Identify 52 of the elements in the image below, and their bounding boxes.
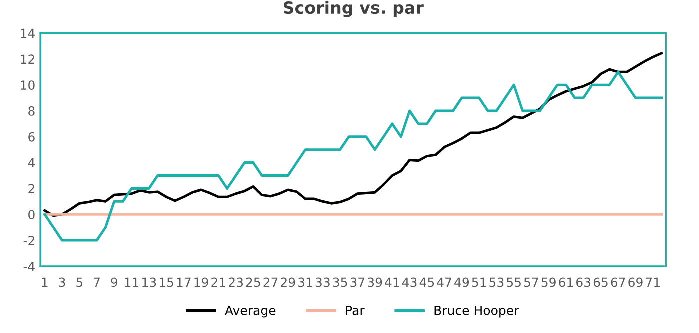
- x-tick-label: 11: [125, 278, 139, 288]
- x-tick-label: 5: [76, 278, 83, 288]
- x-tick-label: 59: [542, 278, 556, 288]
- x-tick-label: 31: [298, 278, 312, 288]
- x-tick-label: 39: [368, 278, 382, 288]
- x-tick-label: 23: [229, 278, 243, 288]
- x-tick-label: 37: [350, 278, 365, 288]
- y-tick-label: 6: [28, 132, 35, 142]
- line-series: [44, 52, 664, 218]
- y-tick-label: 14: [21, 28, 35, 38]
- x-tick-label: 25: [246, 278, 260, 288]
- x-tick-label: 71: [646, 278, 660, 288]
- x-tick-label: 33: [316, 278, 330, 288]
- x-tick-label: 29: [281, 278, 296, 288]
- x-tick-label: 43: [402, 278, 417, 288]
- x-tick-label: 13: [142, 278, 156, 288]
- legend-label: Bruce Hooper: [434, 306, 520, 318]
- y-tick-label: 10: [21, 80, 35, 90]
- x-tick-label: 41: [385, 278, 400, 288]
- x-tick-label: 69: [628, 278, 643, 288]
- legend-label: Average: [225, 306, 276, 318]
- x-tick-label: 61: [559, 278, 574, 288]
- y-tick-label: -2: [24, 236, 34, 246]
- x-tick-label: 45: [420, 278, 434, 288]
- x-tick-label: 3: [59, 278, 66, 288]
- x-tick-label: 67: [611, 278, 626, 288]
- y-tick-label: 4: [28, 158, 35, 168]
- x-tick-label: 27: [264, 278, 278, 288]
- x-tick-label: 47: [437, 278, 452, 288]
- x-tick-label: 7: [94, 278, 100, 288]
- x-tick-label: 53: [490, 278, 504, 288]
- line-series: [44, 70, 664, 242]
- legend-label: Par: [346, 306, 365, 316]
- x-tick-label: 19: [194, 278, 208, 288]
- y-tick-label: 0: [28, 210, 35, 220]
- x-tick-label: 63: [576, 278, 591, 288]
- y-tick-label: 2: [28, 184, 34, 194]
- y-tick-label: 12: [21, 54, 34, 64]
- x-tick-label: 35: [333, 278, 348, 288]
- x-tick-label: 1: [42, 278, 48, 288]
- x-tick-label: 57: [524, 278, 538, 288]
- x-tick-label: 15: [160, 278, 174, 288]
- x-tick-label: 55: [507, 278, 521, 288]
- x-tick-label: 17: [177, 278, 191, 288]
- x-tick-label: 21: [212, 278, 226, 288]
- chart-title: Scoring vs. par: [284, 1, 424, 18]
- x-tick-label: 51: [472, 278, 486, 288]
- y-tick-label: 8: [28, 106, 35, 116]
- x-tick-label: 49: [454, 278, 470, 288]
- y-tick-label: -4: [24, 262, 35, 272]
- x-tick-label: 9: [111, 278, 118, 288]
- x-tick-label: 65: [594, 278, 608, 288]
